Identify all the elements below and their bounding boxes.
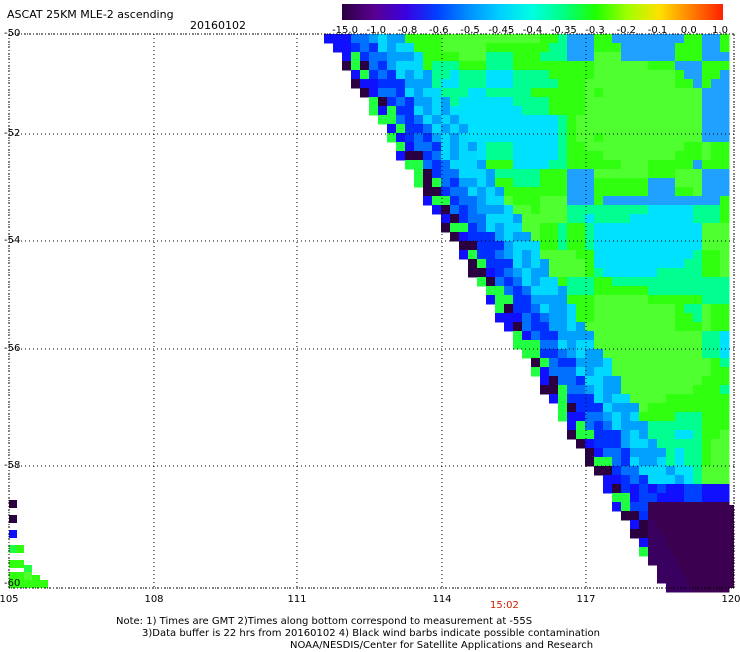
note-line-1: Note: 1) Times are GMT 2)Times along bot… (116, 616, 533, 627)
lon-label-108: 108 (144, 594, 164, 605)
lat-label-60: -60 (4, 578, 21, 589)
swath-pixels (324, 34, 730, 593)
lon-label-105: 105 (0, 594, 19, 605)
lon-label-117: 117 (576, 594, 596, 605)
lat-label-58: -58 (4, 460, 21, 471)
colorbar-tick-label: -0.8 (397, 25, 418, 36)
colorbar-tick-label: -0.3 (585, 25, 605, 36)
note-line-2: 3)Data buffer is 22 hrs from 20160102 4)… (142, 628, 600, 639)
product-title: ASCAT 25KM MLE-2 ascending (7, 8, 174, 21)
swath-time-label: 15:02 (490, 600, 519, 611)
lat-label-50: -50 (4, 28, 21, 39)
swath-map (8, 33, 735, 593)
colorbar-tick-label: 1.0 (712, 25, 728, 36)
colorbar (342, 4, 723, 20)
lon-label-120: 120 (721, 594, 740, 605)
colorbar-tick-label: -1.0 (366, 25, 387, 36)
colorbar-tick-label: -0.2 (616, 25, 637, 36)
colorbar-tick-label: -0.4 (522, 25, 543, 36)
colorbar-tick-label: -15.0 (332, 25, 358, 36)
dark-region (648, 505, 734, 588)
colorbar-tick-label: -0.5 (460, 25, 480, 36)
colorbar-tick-label: -0.35 (550, 25, 577, 36)
colorbar-tick-label: -0.6 (428, 25, 449, 36)
lon-label-114: 114 (432, 594, 452, 605)
product-date: 20160102 (190, 19, 246, 32)
map-frame (8, 33, 735, 589)
colorbar-tick-label: 0.0 (680, 25, 697, 36)
note-line-3: NOAA/NESDIS/Center for Satellite Applica… (290, 640, 594, 651)
lat-label-54: -54 (4, 235, 21, 246)
colorbar-tick-label: -0.45 (488, 25, 515, 36)
colorbar-tick-label: -0.1 (647, 25, 668, 36)
lon-label-111: 111 (287, 594, 307, 605)
lat-label-52: -52 (4, 128, 21, 139)
lat-label-56: -56 (4, 343, 21, 354)
